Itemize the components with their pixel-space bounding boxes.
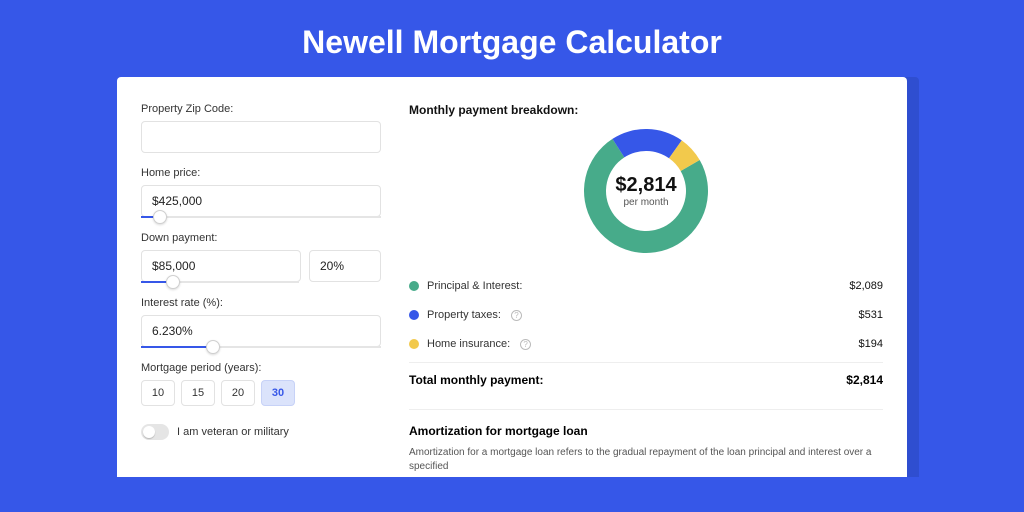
interest-rate-slider[interactable] bbox=[141, 346, 381, 348]
down-payment-label: Down payment: bbox=[141, 232, 381, 244]
down-payment-slider[interactable] bbox=[141, 281, 299, 283]
total-value: $2,814 bbox=[846, 373, 883, 387]
down-payment-amount-input[interactable] bbox=[141, 250, 301, 282]
period-option-30[interactable]: 30 bbox=[261, 380, 295, 406]
interest-rate-label: Interest rate (%): bbox=[141, 297, 381, 309]
legend-row: Home insurance:? $194 bbox=[409, 329, 883, 358]
legend-dot bbox=[409, 281, 419, 291]
form-panel: Property Zip Code: Home price: Down paym… bbox=[141, 103, 381, 477]
slider-thumb[interactable] bbox=[153, 210, 167, 224]
period-option-10[interactable]: 10 bbox=[141, 380, 175, 406]
legend-row: Property taxes:? $531 bbox=[409, 300, 883, 329]
legend-dot bbox=[409, 310, 419, 320]
home-price-label: Home price: bbox=[141, 167, 381, 179]
legend-label: Home insurance: bbox=[427, 338, 510, 350]
info-icon[interactable]: ? bbox=[511, 310, 522, 321]
veteran-row: I am veteran or military bbox=[141, 424, 381, 440]
zip-input[interactable] bbox=[141, 121, 381, 153]
period-field: Mortgage period (years): 10152030 bbox=[141, 362, 381, 406]
amortization-text: Amortization for a mortgage loan refers … bbox=[409, 446, 883, 474]
period-option-15[interactable]: 15 bbox=[181, 380, 215, 406]
amortization-section: Amortization for mortgage loan Amortizat… bbox=[409, 409, 883, 474]
home-price-field: Home price: bbox=[141, 167, 381, 218]
page-title: Newell Mortgage Calculator bbox=[0, 0, 1024, 77]
legend-label: Principal & Interest: bbox=[427, 280, 522, 292]
zip-label: Property Zip Code: bbox=[141, 103, 381, 115]
home-price-input[interactable] bbox=[141, 185, 381, 217]
slider-thumb[interactable] bbox=[166, 275, 180, 289]
total-row: Total monthly payment: $2,814 bbox=[409, 362, 883, 387]
donut-chart: $2,814 per month bbox=[409, 129, 883, 253]
legend-value: $2,089 bbox=[849, 280, 883, 292]
total-label: Total monthly payment: bbox=[409, 373, 543, 387]
down-payment-field: Down payment: bbox=[141, 232, 381, 283]
donut-segment bbox=[612, 129, 681, 158]
amortization-title: Amortization for mortgage loan bbox=[409, 424, 883, 438]
legend-label: Property taxes: bbox=[427, 309, 501, 321]
interest-rate-field: Interest rate (%): bbox=[141, 297, 381, 348]
donut-center-value: $2,814 bbox=[615, 174, 676, 197]
legend-dot bbox=[409, 339, 419, 349]
legend-value: $194 bbox=[859, 338, 883, 350]
period-option-20[interactable]: 20 bbox=[221, 380, 255, 406]
info-icon[interactable]: ? bbox=[520, 339, 531, 350]
veteran-toggle[interactable] bbox=[141, 424, 169, 440]
legend-value: $531 bbox=[859, 309, 883, 321]
down-payment-percent-input[interactable] bbox=[309, 250, 381, 282]
calculator-card: Property Zip Code: Home price: Down paym… bbox=[117, 77, 907, 477]
interest-rate-input[interactable] bbox=[141, 315, 381, 347]
legend-row: Principal & Interest: $2,089 bbox=[409, 271, 883, 300]
slider-thumb[interactable] bbox=[206, 340, 220, 354]
veteran-label: I am veteran or military bbox=[177, 426, 289, 438]
donut-center-label: per month bbox=[615, 197, 676, 208]
zip-field: Property Zip Code: bbox=[141, 103, 381, 153]
breakdown-title: Monthly payment breakdown: bbox=[409, 103, 883, 117]
donut-center: $2,814 per month bbox=[615, 174, 676, 208]
home-price-slider[interactable] bbox=[141, 216, 381, 218]
period-label: Mortgage period (years): bbox=[141, 362, 381, 374]
breakdown-panel: Monthly payment breakdown: $2,814 per mo… bbox=[409, 103, 883, 477]
